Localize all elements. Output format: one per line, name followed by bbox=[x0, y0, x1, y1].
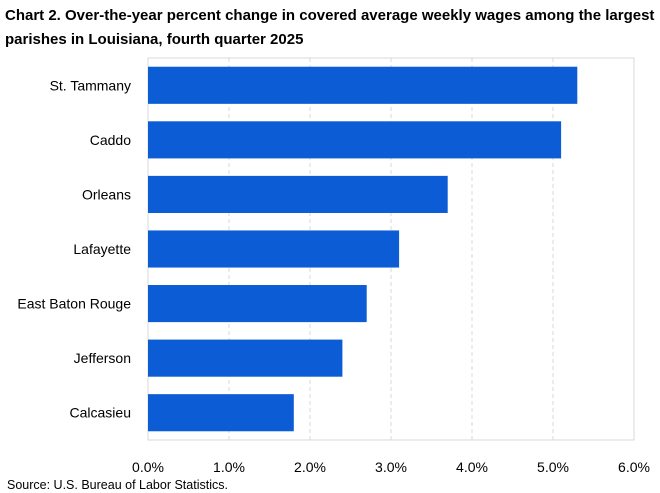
bar bbox=[148, 66, 578, 104]
category-label: Lafayette bbox=[73, 241, 131, 257]
category-label: Jefferson bbox=[74, 350, 131, 366]
category-label: St. Tammany bbox=[50, 77, 131, 93]
x-tick-label: 4.0% bbox=[456, 459, 488, 475]
category-label: Calcasieu bbox=[70, 405, 131, 421]
x-tick-label: 0.0% bbox=[132, 459, 164, 475]
bar bbox=[148, 394, 294, 432]
category-label: Caddo bbox=[90, 132, 131, 148]
bar bbox=[148, 339, 343, 377]
category-label: East Baton Rouge bbox=[17, 296, 131, 312]
bar bbox=[148, 175, 448, 213]
x-tick-label: 3.0% bbox=[375, 459, 407, 475]
category-label: Orleans bbox=[82, 186, 131, 202]
bars bbox=[148, 66, 578, 432]
source-note: Source: U.S. Bureau of Labor Statistics. bbox=[7, 478, 228, 492]
bar bbox=[148, 285, 367, 323]
chart-title: Chart 2. Over-the-year percent change in… bbox=[5, 7, 655, 48]
x-tick-label: 6.0% bbox=[618, 459, 650, 475]
bar bbox=[148, 230, 400, 268]
bar bbox=[148, 121, 562, 159]
x-tick-label: 1.0% bbox=[213, 459, 245, 475]
x-tick-label: 5.0% bbox=[537, 459, 569, 475]
category-labels: St. Tammany Caddo Orleans Lafayette East Bat… bbox=[17, 77, 131, 420]
x-tick-label: 2.0% bbox=[294, 459, 326, 475]
x-tick-labels: 0.0% 1.0% 2.0% 3.0% 4.0% 5.0% 6.0% bbox=[132, 459, 650, 475]
